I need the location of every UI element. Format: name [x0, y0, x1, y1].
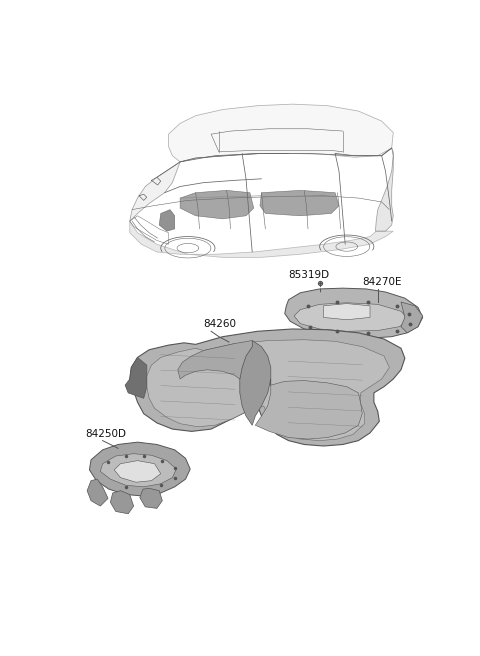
Polygon shape [178, 340, 252, 379]
Polygon shape [125, 358, 147, 398]
Polygon shape [324, 304, 370, 319]
Polygon shape [140, 488, 162, 508]
Polygon shape [89, 442, 190, 496]
Polygon shape [130, 329, 405, 446]
Polygon shape [375, 148, 393, 231]
Polygon shape [100, 454, 176, 487]
Text: 84250D: 84250D [85, 429, 126, 439]
Polygon shape [255, 379, 362, 439]
Text: 84270E: 84270E [362, 277, 402, 287]
Text: 84260: 84260 [204, 319, 236, 329]
Polygon shape [168, 104, 393, 162]
Polygon shape [110, 491, 133, 514]
Polygon shape [401, 302, 423, 333]
Polygon shape [240, 340, 271, 425]
Polygon shape [114, 461, 161, 482]
Polygon shape [130, 162, 180, 221]
Polygon shape [87, 479, 108, 506]
Text: 85319D: 85319D [288, 270, 330, 281]
Polygon shape [147, 340, 389, 441]
Polygon shape [159, 210, 175, 231]
Polygon shape [180, 190, 254, 219]
Polygon shape [130, 221, 393, 257]
Polygon shape [294, 303, 409, 331]
Polygon shape [285, 288, 423, 338]
Polygon shape [260, 190, 339, 216]
